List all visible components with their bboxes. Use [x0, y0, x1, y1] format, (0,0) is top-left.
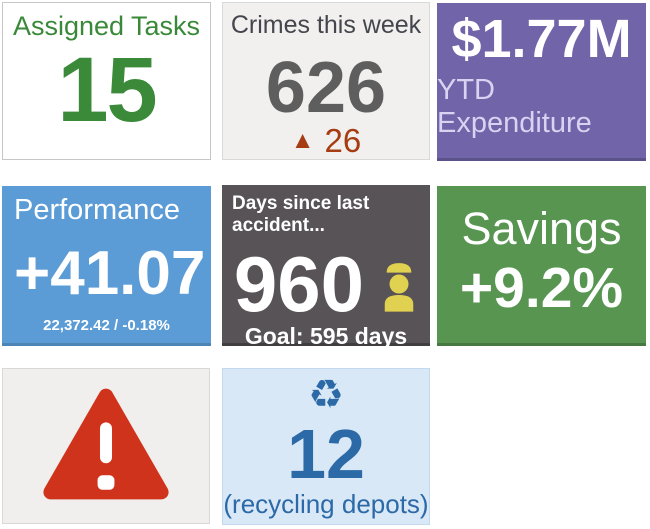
crimes-delta: ▲ 26: [291, 124, 361, 157]
tile-crimes-this-week: Crimes this week 626 ▲ 26: [222, 2, 430, 160]
tile-assigned-tasks: Assigned Tasks 15: [2, 2, 211, 160]
tile-days-since-accident: Days since last accident... 960 Goal: 59…: [222, 185, 430, 376]
assigned-tasks-value: 15: [57, 39, 157, 141]
accident-title: Days since last accident...: [232, 193, 370, 236]
accident-goal: Goal: 595 days (+ 161.3%): [244, 323, 408, 376]
recycling-label: (recycling depots): [223, 489, 429, 519]
tile-ytd-expenditure: $1.77M YTD Expenditure: [437, 3, 646, 161]
crimes-title: Crimes this week: [230, 11, 422, 39]
savings-value: +9.2%: [459, 256, 624, 321]
warning-triangle-icon: [41, 386, 171, 507]
up-triangle-icon: ▲: [290, 126, 315, 154]
crimes-value: 626: [265, 48, 387, 128]
tile-alert: [2, 368, 210, 524]
performance-value: +41.07: [14, 239, 206, 308]
recycling-value: 12: [287, 415, 365, 493]
recycle-icon: ♻: [308, 373, 344, 417]
tile-savings: Savings +9.2%: [437, 186, 646, 346]
accident-value: 960: [233, 240, 365, 328]
accident-value-row: 960: [232, 245, 420, 323]
performance-detail: 22,372.42 / -0.18%: [43, 317, 170, 334]
assigned-tasks-title: Assigned Tasks: [12, 11, 201, 41]
tile-performance: Performance +41.07 22,372.42 / -0.18%: [2, 186, 211, 346]
crimes-delta-value: 26: [324, 122, 362, 159]
worker-icon: [380, 258, 418, 317]
tile-recycling-depots: ♻ 12 (recycling depots): [222, 368, 430, 525]
performance-title: Performance: [14, 194, 181, 226]
expenditure-label: YTD Expenditure: [437, 73, 592, 139]
savings-title: Savings: [461, 202, 622, 254]
expenditure-value: $1.77M: [451, 9, 632, 70]
